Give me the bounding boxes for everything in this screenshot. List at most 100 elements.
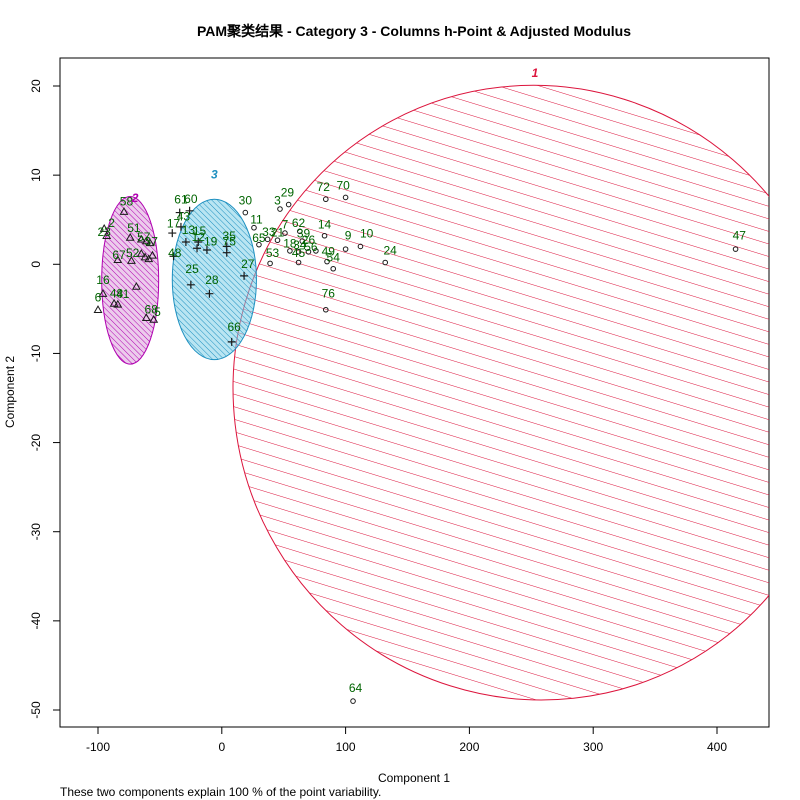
point-label: 39 [297,227,311,241]
cluster-2-point-16 [98,289,108,297]
cluster-2-point-55 [145,238,155,247]
cluster-2-ellipse [101,196,160,365]
point-label: 75 [223,235,237,249]
cluster-2-point-48 [109,298,119,307]
cluster-1-point-49 [324,258,330,265]
x-tick-label: 200 [459,740,479,754]
point-label: 21 [271,226,285,240]
point-label: 49 [322,244,336,258]
cluster-1-point-21 [274,237,281,244]
x-tick-label: 300 [583,740,603,754]
cluster-3-point-19 [202,246,211,255]
y-tick-label: -40 [29,612,43,630]
point-label: 7 [282,218,289,232]
cluster-ellipses [101,84,769,701]
cluster-1-point-9 [342,246,349,252]
cluster-1-point-39 [299,238,306,244]
point-label: 62 [292,216,306,230]
y-axis: -50 -40 -30 -20 -10 0 10 20 [29,79,61,719]
point-label: 27 [241,257,255,271]
point-label: 48 [168,246,182,260]
cluster-2-point-5 [149,314,159,323]
point-label: 5 [154,305,161,319]
point-label: 66 [228,320,242,334]
cluster-1-point-76 [322,306,329,313]
point-label: 54 [327,251,341,265]
x-tick-label: 100 [336,740,356,754]
point-label: 33 [262,225,276,239]
point-label: 64 [349,681,363,695]
point-label: 45 [292,246,306,260]
cluster-1-point-3 [277,206,283,212]
point-label: 35 [223,229,237,243]
cluster-2-point-57 [136,234,146,243]
cluster-1-point-29 [285,201,292,208]
cluster-3-point-17 [168,229,177,238]
point-label: 41 [116,287,130,301]
point-label: 2 [108,216,115,230]
y-tick-label: -30 [29,523,43,541]
y-tick-label: 20 [29,79,43,93]
cluster-2-point-41 [113,299,123,308]
x-axis: -100 0 100 200 300 400 [86,726,727,754]
point-label: 68 [145,302,159,316]
x-tick-label: -100 [86,740,110,754]
point-label: 3 [274,194,281,208]
cluster-1-point-24 [382,259,389,266]
point-label: 12 [192,230,206,244]
cluster-2-point-20 [148,250,157,259]
point-label: 17 [167,217,181,231]
point-label: 72 [317,180,331,194]
point-label: 19 [204,235,218,249]
cluster-2-point-6 [93,305,103,313]
cluster-2-point-67 [113,255,123,264]
cluster-2-point-51 [125,232,135,241]
data-points [93,194,739,704]
point-label: 25 [185,262,199,276]
point-label: 43 [177,210,191,224]
point-label: 26 [302,233,316,247]
y-tick-label: 0 [29,261,43,268]
cluster-1-point-11 [251,224,257,231]
cluster-2-point-68 [141,313,151,321]
cluster-2-point-23 [99,224,109,232]
cluster-1-ellipse [232,84,769,701]
cluster-2-point-37 [141,236,151,245]
point-label: 29 [281,186,295,200]
point-label: 6 [95,291,102,305]
point-label: 13 [182,223,196,237]
point-label: 28 [205,273,219,287]
y-tick-label: -10 [29,344,43,362]
cluster-1-point-26 [305,249,312,255]
point-label: 30 [239,194,253,208]
point-label: 47 [733,228,747,242]
point-label: 57 [137,230,151,244]
cluster-3-point-15 [194,238,203,246]
cluster-3-point-43 [176,222,185,231]
point-label: 11 [250,212,263,226]
cluster-3-point-28 [205,289,214,298]
point-label: 76 [322,286,336,300]
point-label: 70 [336,178,350,192]
cluster-label: 1 [532,66,539,80]
cluster-2-point-52 [126,256,136,264]
point-label: 60 [184,192,198,206]
point-label: 48 [110,286,124,300]
y-tick-label: 10 [29,168,43,182]
cluster-3-point-13b [181,238,190,246]
point-label: 61 [174,193,188,207]
cluster-label: 2 [131,191,139,205]
cluster-1-point-53 [267,260,273,267]
cluster-1-point-71 [282,230,288,236]
variability-note: These two components explain 100 % of th… [60,785,381,799]
y-tick-label: -50 [29,701,43,719]
cluster-3-ellipse [171,198,257,361]
y-axis-label: Component 2 [3,356,17,428]
point-label: 16 [96,273,110,287]
cluster-1-point-45 [295,259,302,266]
cluster-1-point-64 [350,698,356,704]
point-label: 52 [126,246,140,260]
x-tick-label: 0 [218,740,225,754]
